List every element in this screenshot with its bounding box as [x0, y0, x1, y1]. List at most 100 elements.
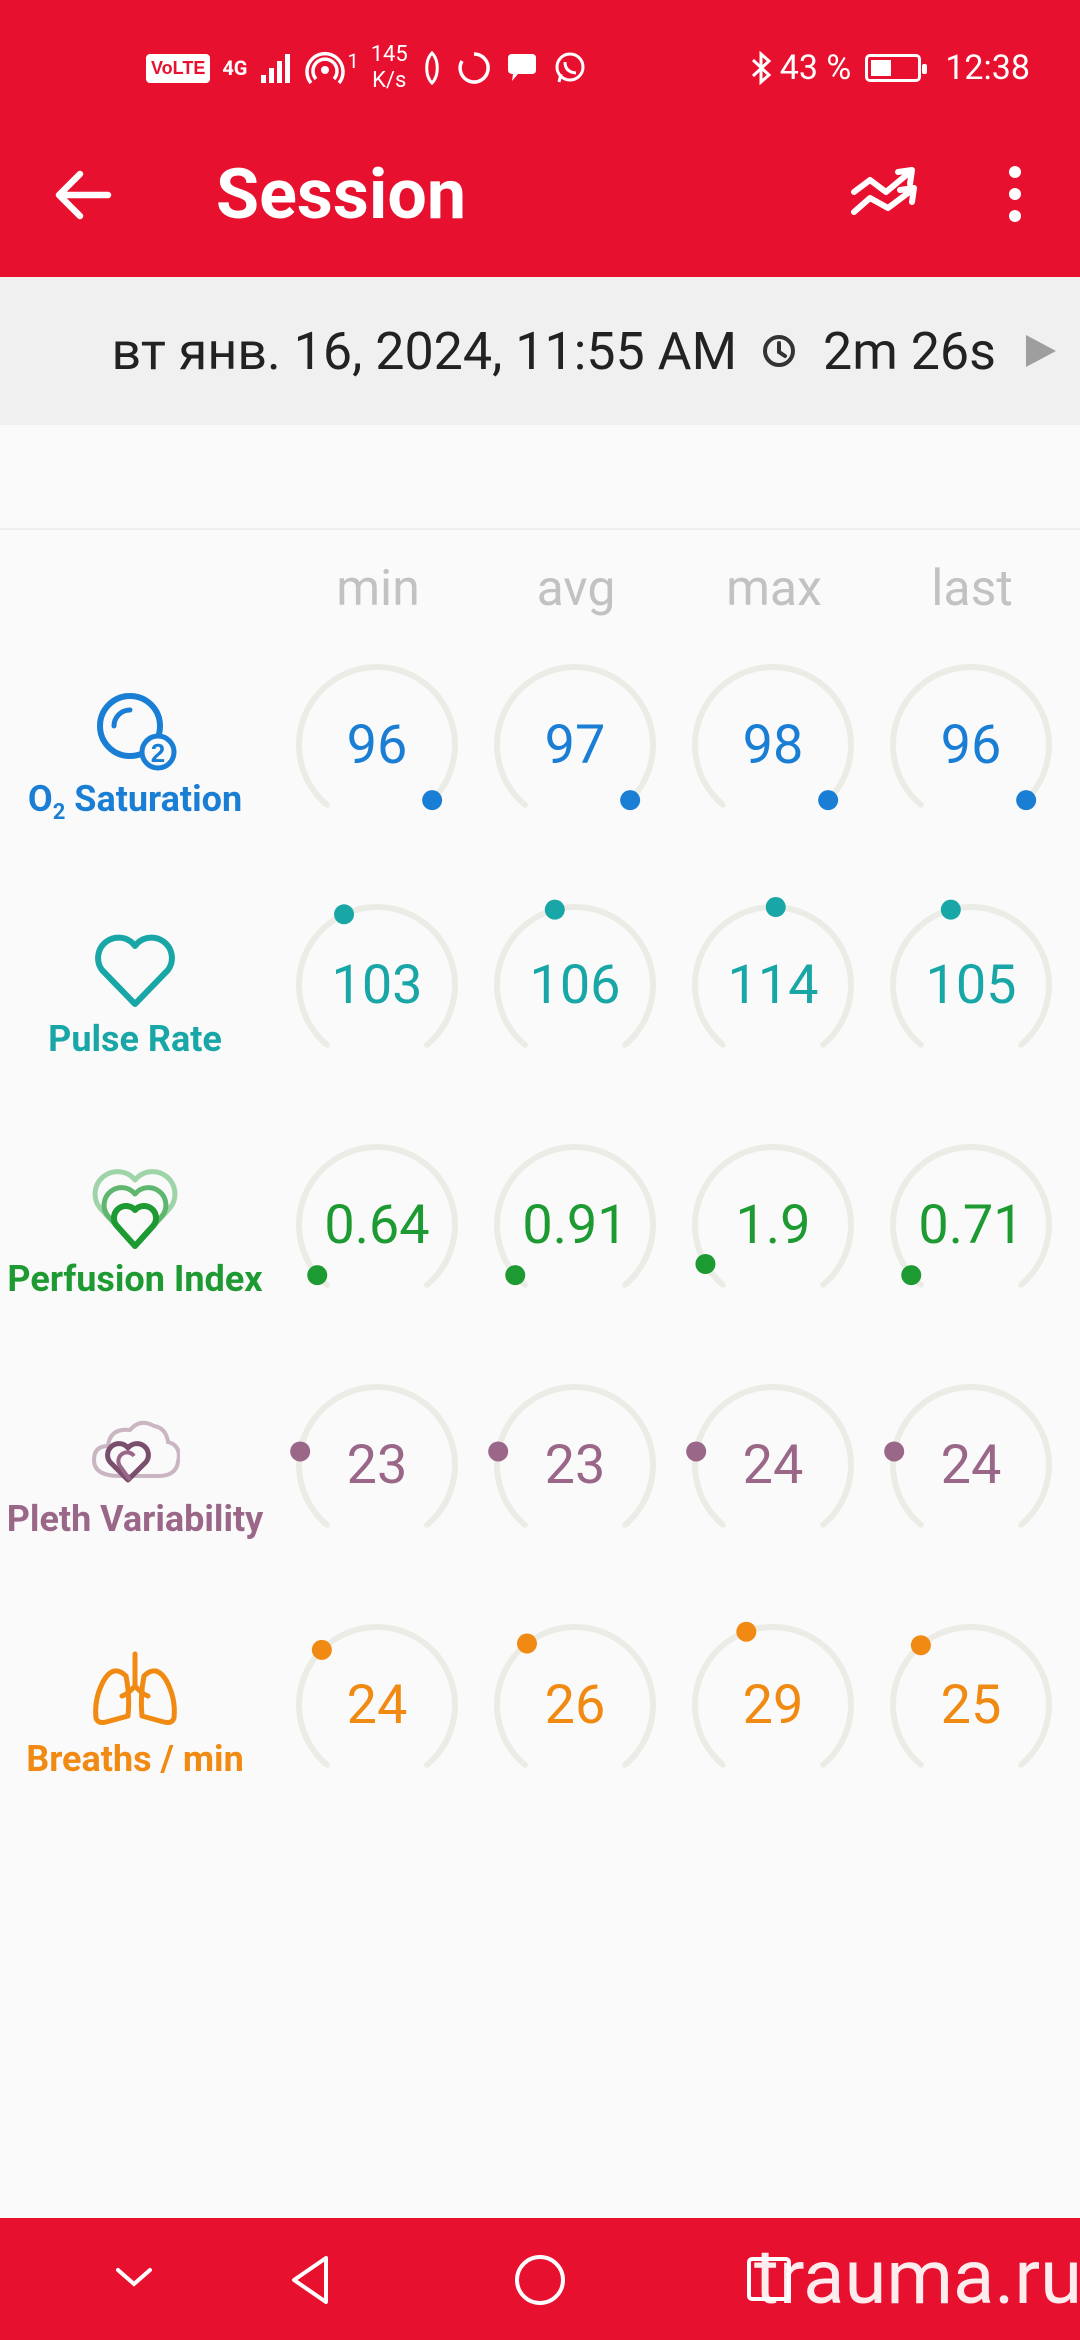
more-vert-icon[interactable] [990, 160, 1040, 230]
chevron-down-icon[interactable] [112, 2262, 156, 2292]
hotspot-icon [305, 52, 346, 85]
heart-icon [95, 934, 175, 1007]
gauge-track [692, 1144, 854, 1288]
home-nav-icon[interactable] [512, 2252, 568, 2308]
gauge-2-min: 0.64 [287, 1135, 467, 1315]
gauge-arc [296, 1144, 458, 1288]
gauge-4-avg: 26 [485, 1615, 665, 1795]
gauge-track [890, 904, 1052, 1048]
gauge-value: 97 [544, 713, 606, 777]
o2-label-o: O [27, 778, 53, 820]
watermark: trauma.ru [754, 2232, 1080, 2322]
gauge-arc [890, 1624, 1052, 1768]
trends-icon[interactable] [848, 158, 928, 228]
gauge-0-last: 96 [881, 655, 1061, 835]
status-bar: VoLTE 4G 1 145 K/s [0, 0, 1080, 135]
gauge-arc [296, 904, 458, 1048]
gauge-value: 25 [940, 1673, 1002, 1737]
gauge-value: 1.9 [735, 1193, 811, 1257]
gauge-3-min: 23 [287, 1375, 467, 1555]
row-label-o2-saturation: O2 Saturation [0, 778, 270, 825]
chat-icon [507, 54, 536, 81]
status-left: VoLTE 4G 1 145 K/s [146, 40, 588, 96]
gauge-marker [686, 1441, 707, 1462]
gauge-1-min: 103 [287, 895, 467, 1075]
gauge-track [494, 1144, 656, 1288]
gauge-track [890, 664, 1052, 808]
gauge-track [494, 904, 656, 1048]
gauge-arc [890, 664, 1052, 811]
gauge-value: 98 [742, 713, 804, 777]
gauge-marker [736, 1621, 757, 1642]
gauge-3-max: 24 [683, 1375, 863, 1555]
gauge-arc [890, 899, 1052, 1048]
gauge-1-last: 105 [881, 895, 1061, 1075]
gauge-arc [692, 1621, 854, 1768]
gauge-arc [494, 899, 656, 1048]
gauge-track [296, 1144, 458, 1288]
lungs-icon [93, 1651, 177, 1725]
gauge-arc [686, 1384, 854, 1528]
gauge-track [494, 664, 656, 808]
column-header-last: last [931, 560, 1013, 618]
gauge-value: 96 [940, 713, 1002, 777]
gauge-track [296, 664, 458, 808]
gauge-track [296, 1624, 458, 1768]
divider [0, 528, 1080, 530]
gauge-arc [890, 1144, 1052, 1288]
gauge-arc [494, 1624, 656, 1768]
gauge-marker [765, 897, 786, 918]
arrow-left-icon[interactable] [48, 160, 118, 230]
row-label-perfusion-index: Perfusion Index [7, 1258, 263, 1300]
gauge-marker [505, 1265, 526, 1286]
gauge-value: 105 [925, 953, 1017, 1017]
gauge-0-max: 98 [683, 655, 863, 835]
gauge-marker [334, 904, 355, 925]
gauge-marker [488, 1441, 509, 1462]
gauge-marker [901, 1265, 922, 1286]
gauge-4-min: 24 [287, 1615, 467, 1795]
session-info-bar[interactable]: вт янв. 16, 2024, 11:55 AM 2m 26s [0, 277, 1080, 425]
gauge-value: 29 [742, 1673, 804, 1737]
gauge-3-last: 24 [881, 1375, 1061, 1555]
row-label-pulse-rate: Pulse Rate [48, 1018, 222, 1060]
column-header-min: min [336, 560, 420, 618]
gauge-marker [544, 899, 565, 920]
row-label-breaths: Breaths / min [26, 1738, 244, 1780]
gauge-marker [516, 1633, 537, 1654]
gauge-2-avg: 0.91 [485, 1135, 665, 1315]
gauge-arc [494, 1144, 656, 1288]
sync-icon [458, 52, 490, 84]
gauge-arc [290, 1384, 458, 1528]
clock-time: 12:38 [945, 48, 1030, 88]
gauge-marker [311, 1639, 332, 1660]
bluetooth-icon [751, 50, 771, 86]
status-right: 43 % 12:38 [750, 40, 1030, 96]
navigation-bar [0, 2218, 1080, 2340]
gauge-4-max: 29 [683, 1615, 863, 1795]
app-notification-icon [425, 50, 439, 86]
recents-nav-icon[interactable] [744, 2254, 794, 2304]
battery-icon [865, 54, 928, 82]
gauge-value: 0.64 [324, 1193, 430, 1257]
gauge-value: 24 [940, 1433, 1002, 1497]
session-duration: 2m 26s [822, 320, 996, 382]
gauge-value: 24 [742, 1433, 804, 1497]
svg-text:2: 2 [151, 738, 165, 768]
gauge-marker [290, 1441, 311, 1462]
row-label-pleth-variability: Pleth Variability [6, 1498, 264, 1540]
gauge-arc [296, 664, 458, 811]
gauge-arc [296, 1624, 458, 1768]
gauge-value: 106 [529, 953, 621, 1017]
session-date: вт янв. 16, 2024, 11:55 AM [111, 320, 737, 382]
gauge-0-avg: 97 [485, 655, 665, 835]
o2-label-rest: Saturation [65, 778, 243, 820]
gauge-marker [818, 790, 839, 811]
gauge-value: 26 [544, 1673, 606, 1737]
gauge-2-last: 0.71 [881, 1135, 1061, 1315]
gauge-marker [695, 1254, 716, 1274]
play-icon[interactable] [1020, 331, 1060, 371]
back-nav-icon[interactable] [286, 2252, 336, 2308]
gauge-marker [910, 1635, 931, 1656]
layered-hearts-icon [92, 1169, 178, 1249]
